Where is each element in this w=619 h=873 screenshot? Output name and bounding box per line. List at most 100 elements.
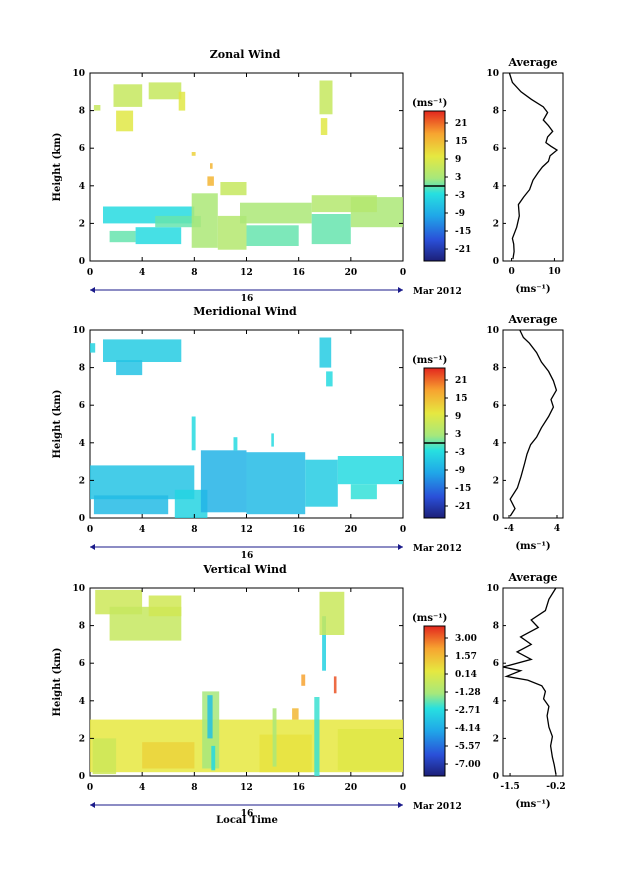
- avg-y-tick-label: 4: [493, 439, 499, 449]
- heatmap-cell: [220, 182, 247, 196]
- meridional-heatmap: [90, 337, 403, 518]
- meridional-average-frame: [502, 329, 564, 519]
- zonal-average-frame: [502, 72, 564, 262]
- avg-y-tick-label: 8: [493, 364, 499, 374]
- heatmap-cell: [319, 80, 333, 115]
- heatmap-cell: [326, 371, 333, 387]
- avg-y-tick-label: 0: [493, 257, 499, 267]
- avg-y-tick-label: 8: [493, 107, 499, 117]
- x-tick-label: 4: [139, 268, 145, 278]
- heatmap-cell: [311, 214, 351, 245]
- average-profile-line: [502, 587, 557, 775]
- meridional-title: Meridional Wind: [193, 305, 297, 318]
- heatmap-cell: [155, 215, 201, 228]
- x-tick-label: 20: [345, 525, 358, 535]
- vertical-month-label: Mar 2012: [413, 802, 462, 812]
- colorbar-tick-label: 15: [455, 137, 468, 147]
- x-tick-label: 0: [400, 525, 406, 535]
- zonal-title: Zonal Wind: [210, 48, 281, 61]
- colorbar-tick-label: 3: [455, 430, 461, 440]
- colorbar-tick-label: 3: [455, 173, 461, 183]
- x-tick-label: 8: [191, 525, 197, 535]
- y-tick-label: 0: [79, 772, 85, 782]
- colorbar-tick-label: -3: [455, 191, 465, 201]
- y-tick-label: 6: [79, 401, 85, 411]
- meridional-colorbar-ticks: 21 15 9 3 -3 -9 -15 -21: [424, 376, 471, 512]
- x-tick-label: 0: [400, 783, 406, 793]
- heatmap-cell: [116, 110, 134, 132]
- x-tick-label: 0: [87, 525, 93, 535]
- meridional-colorbar-unit: (ms⁻¹): [412, 355, 447, 366]
- heatmap-cell: [233, 437, 238, 451]
- y-tick-label: 6: [79, 144, 85, 154]
- heatmap-cell: [301, 674, 306, 686]
- colorbar-tick-label: -7.00: [455, 760, 481, 770]
- vertical-colorbar: [423, 625, 446, 777]
- heatmap-cell: [333, 676, 337, 694]
- meridional-date-label: 16: [241, 551, 254, 561]
- colorbar-tick-label: -15: [455, 484, 471, 494]
- vertical-title: Vertical Wind: [202, 563, 287, 576]
- heatmap-cell: [135, 227, 182, 245]
- vertical-colorbar-unit: (ms⁻¹): [412, 613, 447, 624]
- heatmap-cell: [259, 734, 312, 773]
- avg-y-tick-label: 10: [486, 69, 499, 79]
- avg-x-tick-label: -1.5: [500, 782, 519, 792]
- meridional-date-line: [90, 544, 403, 550]
- heatmap-cell: [178, 91, 186, 111]
- x-tick-label: 16: [292, 268, 305, 278]
- colorbar-tick-label: -21: [455, 502, 471, 512]
- heatmap-cell: [337, 729, 403, 771]
- colorbar-tick-label: -21: [455, 245, 471, 255]
- colorbar-tick-label: 15: [455, 394, 468, 404]
- avg-y-tick-label: 2: [493, 219, 499, 229]
- heatmap-cell: [93, 495, 169, 515]
- x-tick-label: 4: [139, 525, 145, 535]
- heatmap-cell: [207, 176, 214, 186]
- y-tick-label: 8: [79, 364, 85, 374]
- vertical-heatmap: [90, 589, 403, 776]
- colorbar-tick-label: -15: [455, 227, 471, 237]
- zonal-average-unit: (ms⁻¹): [515, 284, 550, 295]
- heatmap-cell: [314, 697, 320, 776]
- y-tick-label: 6: [79, 659, 85, 669]
- y-tick-label: 2: [79, 476, 85, 486]
- heatmap-cell: [92, 738, 117, 775]
- average-profile-line: [508, 72, 559, 260]
- vertical-average-plot: 0 2 4 6 8 10 -1.5 -0.2: [486, 584, 565, 792]
- y-tick-label: 10: [72, 69, 85, 79]
- colorbar-tick-label: -9: [455, 209, 465, 219]
- avg-x-tick-label: -0.2: [546, 782, 565, 792]
- heatmap-cell: [103, 339, 182, 362]
- avg-x-tick-label: -4: [504, 524, 514, 534]
- x-tick-label: 12: [240, 783, 253, 793]
- y-tick-label: 0: [79, 257, 85, 267]
- x-tick-label: 4: [139, 783, 145, 793]
- x-tick-label: 20: [345, 268, 358, 278]
- avg-y-tick-label: 2: [493, 734, 499, 744]
- zonal-date-label: 16: [241, 294, 254, 304]
- colorbar-tick-label: 9: [455, 155, 461, 165]
- avg-x-tick-label: 0: [508, 267, 514, 277]
- colorbar-tick-label: 9: [455, 412, 461, 422]
- x-tick-label: 0: [400, 268, 406, 278]
- y-tick-label: 2: [79, 734, 85, 744]
- zonal-month-label: Mar 2012: [413, 287, 462, 297]
- zonal-colorbar-unit: (ms⁻¹): [412, 98, 447, 109]
- y-tick-label: 8: [79, 622, 85, 632]
- vertical-date-line: [90, 802, 403, 808]
- colorbar-tick-label: -1.28: [455, 688, 481, 698]
- colorbar-tick-label: -4.14: [455, 724, 481, 734]
- x-tick-label: 20: [345, 783, 358, 793]
- heatmap-cell: [93, 105, 101, 111]
- zonal-colorbar-ticks: 21 15 9 3 -3 -9 -15 -21: [424, 119, 471, 255]
- heatmap-cell: [211, 745, 216, 771]
- avg-y-tick-label: 6: [493, 401, 499, 411]
- heatmap-cell: [311, 195, 377, 213]
- colorbar-tick-label: 1.57: [455, 652, 477, 662]
